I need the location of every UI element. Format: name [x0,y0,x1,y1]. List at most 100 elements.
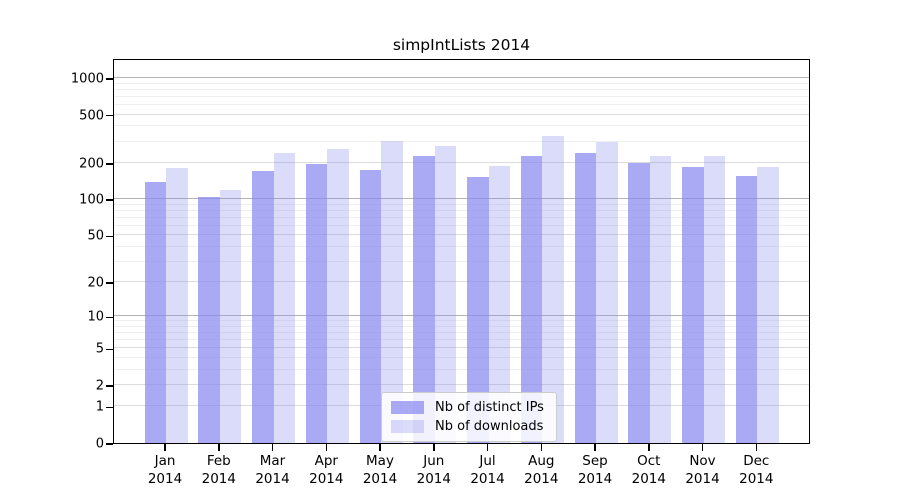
x-tick-label: May 2014 [362,453,398,487]
gridline [114,245,809,247]
gridline [114,260,809,262]
gridline [114,234,809,236]
y-tick-label: 100 [79,192,104,208]
x-tick-mark [271,444,274,451]
y-tick-mark [106,235,113,237]
x-tick-label: Feb 2014 [201,453,236,487]
bar-distinct-ips [305,164,328,443]
y-tick-mark [106,443,113,445]
gridline [114,224,809,226]
y-tick-mark [106,385,113,387]
x-tick-mark [325,444,327,451]
y-tick-label: 50 [87,228,104,244]
x-tick-mark [755,444,757,451]
gridline [114,140,809,142]
y-tick-mark [106,199,113,201]
bar-downloads [542,136,564,443]
gridline [114,103,809,105]
x-tick-label: Nov 2014 [685,453,720,487]
gridline [114,368,809,370]
gridline [114,95,809,97]
bar-downloads [327,149,349,443]
gridline [114,315,809,317]
bar-downloads [273,153,295,443]
x-tick-mark [218,444,220,451]
y-tick-label: 2 [95,378,104,394]
y-tick-label: 500 [79,108,104,123]
bar-downloads [596,142,618,443]
y-tick-mark [106,78,113,80]
y-tick-label: 0 [95,436,104,452]
bar-downloads [757,166,779,443]
bar-downloads [434,145,457,443]
bar-distinct-ips [682,166,704,443]
gridline [114,339,809,341]
gridline [114,161,809,163]
y-tick-mark [106,406,113,409]
bar-downloads [703,156,725,443]
y-tick-mark [106,316,113,319]
y-tick-mark [106,114,113,117]
x-tick-label: Jun 2014 [416,453,451,487]
gridline [114,281,809,283]
gridline [114,332,809,334]
y-tick-mark [106,163,113,165]
x-tick-mark [594,444,596,451]
y-tick-label: 20 [87,275,104,291]
bar-downloads [488,166,510,443]
gridline [114,77,809,78]
gridline [114,88,809,90]
bar-distinct-ips [198,196,220,443]
legend-swatch [391,420,424,433]
legend-item: Nb of distinct IPs [391,398,544,417]
bar-downloads [381,140,403,443]
x-tick-label: Mar 2014 [255,453,290,487]
y-tick-label: 5 [95,341,104,357]
x-tick-mark [433,444,435,451]
x-tick-label: Apr 2014 [309,453,344,487]
bar-downloads [166,167,188,443]
gridline [114,198,809,200]
y-tick-mark [106,282,113,284]
legend-swatch [391,401,424,414]
bar-distinct-ips [735,176,758,443]
gridline [114,82,809,84]
gridline [114,320,809,322]
y-tick-label: 200 [79,156,104,172]
gridline [114,357,809,358]
bar-distinct-ips [359,170,381,443]
bar-downloads [649,156,672,443]
gridline [114,203,809,205]
x-tick-label: Jul 2014 [470,453,505,487]
bar-distinct-ips [467,176,489,443]
x-tick-mark [701,444,704,451]
x-tick-label: Sep 2014 [577,453,613,487]
x-tick-mark [379,444,381,451]
y-tick-label: 1000 [70,71,104,87]
bar-distinct-ips [413,155,435,443]
legend: Nb of distinct IPs Nb of downloads [381,392,557,442]
x-tick-mark [486,444,489,451]
x-tick-mark [164,444,166,451]
gridline [114,347,809,349]
gridline [114,125,809,127]
x-tick-label: Oct 2014 [631,453,666,487]
y-tick-mark [106,348,113,351]
plot-area [113,59,810,444]
bar-downloads [219,189,242,443]
gridline [114,325,809,327]
legend-label: Nb of downloads [435,419,544,434]
bar-distinct-ips [628,163,650,443]
gridline [114,113,809,115]
bar-distinct-ips [252,171,274,443]
gridline [114,216,809,218]
x-tick-mark [648,444,650,451]
bar-distinct-ips [574,153,596,443]
gridline [114,209,809,211]
bar-distinct-ips [144,181,166,443]
x-tick-label: Aug 2014 [524,453,559,487]
y-tick-label: 10 [87,309,104,325]
x-tick-mark [540,444,542,451]
legend-label: Nb of distinct IPs [435,400,544,415]
